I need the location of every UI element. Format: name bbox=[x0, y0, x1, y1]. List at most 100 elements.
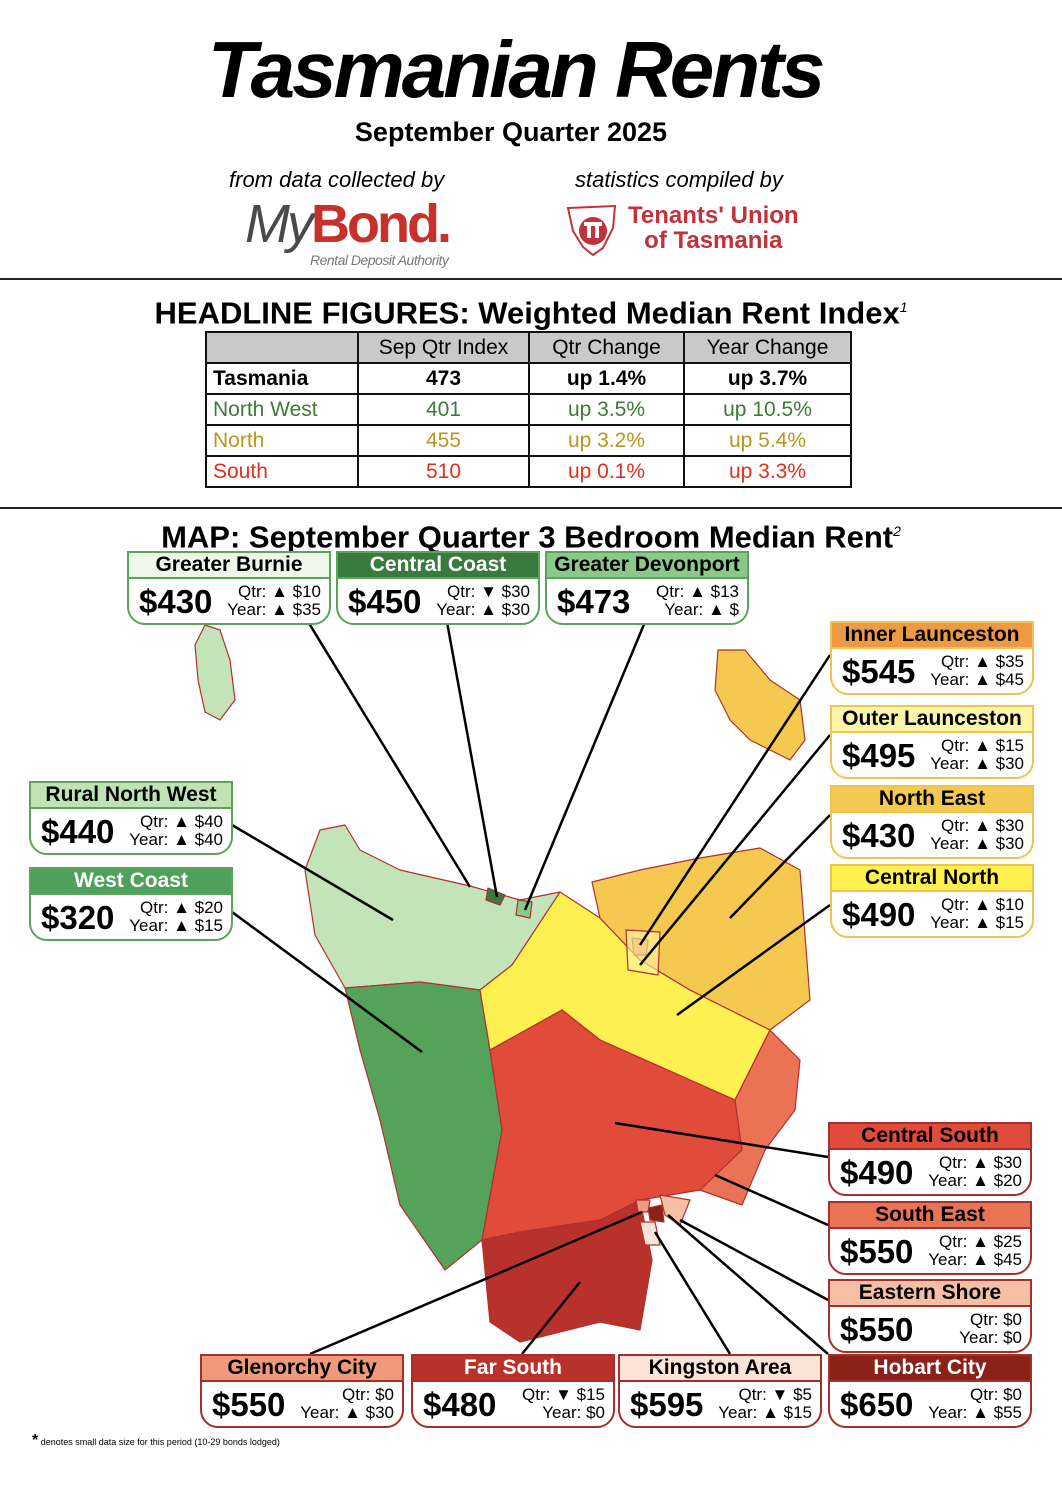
area-changes: Qtr: ▲ $10 Year: ▲ $35 bbox=[227, 583, 321, 619]
area-price: $430 bbox=[139, 583, 213, 620]
qtr-change: Qtr: ▲ $30 bbox=[941, 816, 1024, 835]
area-changes: Qtr: ▼ $15 Year: $0 bbox=[522, 1386, 605, 1422]
leader-line bbox=[653, 1231, 732, 1355]
qtr-change: Qtr: ▼ $5 bbox=[738, 1385, 812, 1404]
area-body: $480 Qtr: ▼ $15 Year: $0 bbox=[413, 1382, 613, 1426]
area-price: $480 bbox=[423, 1386, 497, 1423]
region-south-east bbox=[699, 1029, 801, 1206]
table-row: South 510 up 0.1% up 3.3% bbox=[205, 455, 852, 488]
area-body: $550 Qtr: $0 Year: $0 bbox=[830, 1307, 1030, 1351]
area-body: $495 Qtr: ▲ $15 Year: ▲ $30 bbox=[832, 733, 1032, 777]
area-name: Inner Launceston bbox=[832, 623, 1032, 649]
area-changes: Qtr: ▲ $35 Year: ▲ $45 bbox=[930, 653, 1024, 689]
leader-line bbox=[523, 621, 647, 911]
leader-line bbox=[667, 1214, 829, 1355]
cell-index: 510 bbox=[357, 455, 530, 488]
cell-region: North West bbox=[205, 393, 359, 426]
area-callout-central-coast: Central Coast $450 Qtr: ▼ $30 Year: ▲ $30 bbox=[336, 551, 540, 625]
area-price: $473 bbox=[557, 583, 631, 620]
year-change: Year: $0 bbox=[959, 1328, 1022, 1347]
area-price: $490 bbox=[842, 896, 916, 933]
cell-index: 455 bbox=[357, 424, 530, 457]
cell-qtr: up 1.4% bbox=[528, 362, 685, 395]
area-name: Eastern Shore bbox=[830, 1281, 1030, 1307]
area-callout-kingston-area: Kingston Area $595 Qtr: ▼ $5 Year: ▲ $15 bbox=[618, 1354, 822, 1428]
region-central-coast bbox=[485, 887, 506, 906]
area-callout-central-south: Central South $490 Qtr: ▲ $30 Year: ▲ $20 bbox=[828, 1122, 1032, 1196]
area-name: Central South bbox=[830, 1124, 1030, 1150]
area-body: $430 Qtr: ▲ $30 Year: ▲ $30 bbox=[832, 813, 1032, 857]
area-callout-greater-devonport: Greater Devonport $473 Qtr: ▲ $13 Year: ▲… bbox=[545, 551, 749, 625]
leader-line bbox=[729, 814, 831, 919]
area-body: $550 Qtr: ▲ $25 Year: ▲ $45 bbox=[830, 1229, 1030, 1273]
area-changes: Qtr: ▼ $5 Year: ▲ $15 bbox=[718, 1386, 812, 1422]
area-price: $440 bbox=[41, 813, 115, 850]
year-change: Year: ▲ $45 bbox=[928, 1250, 1022, 1269]
area-price: $450 bbox=[348, 583, 422, 620]
qtr-change: Qtr: ▲ $10 bbox=[941, 895, 1024, 914]
divider bbox=[0, 278, 1062, 280]
area-changes: Qtr: ▲ $30 Year: ▲ $30 bbox=[930, 817, 1024, 853]
region-kingston-area bbox=[639, 1221, 661, 1246]
area-name: Outer Launceston bbox=[832, 707, 1032, 733]
area-changes: Qtr: ▲ $15 Year: ▲ $30 bbox=[930, 737, 1024, 773]
table-row: Tasmania 473 up 1.4% up 3.7% bbox=[205, 362, 852, 395]
area-price: $550 bbox=[212, 1386, 286, 1423]
area-body: $450 Qtr: ▼ $30 Year: ▲ $30 bbox=[338, 579, 538, 623]
leader-line bbox=[309, 1210, 643, 1356]
area-callout-glenorchy-city: Glenorchy City $550 Qtr: $0 Year: ▲ $30 bbox=[200, 1354, 404, 1428]
area-callout-rural-north-west: Rural North West $440 Qtr: ▲ $40 Year: ▲ … bbox=[29, 781, 233, 855]
page-subtitle: September Quarter 2025 bbox=[354, 117, 668, 147]
area-price: $490 bbox=[840, 1154, 914, 1191]
qtr-change: Qtr: ▲ $13 bbox=[656, 582, 739, 601]
area-callout-hobart-city: Hobart City $650 Qtr: $0 Year: ▲ $55 bbox=[828, 1354, 1032, 1428]
area-changes: Qtr: ▼ $30 Year: ▲ $30 bbox=[436, 583, 530, 619]
year-change: Year: ▲ $40 bbox=[129, 830, 223, 849]
area-body: $650 Qtr: $0 Year: ▲ $55 bbox=[830, 1382, 1030, 1426]
year-change: Year: ▲ $20 bbox=[928, 1171, 1022, 1190]
cell-year: up 10.5% bbox=[683, 393, 852, 426]
map-footnote-mark: 2 bbox=[893, 523, 901, 539]
tu-line1: Tenants' Union bbox=[628, 202, 799, 229]
qtr-change: Qtr: ▼ $15 bbox=[522, 1385, 605, 1404]
region-west-coast bbox=[344, 981, 503, 1271]
area-name: Central Coast bbox=[338, 553, 538, 579]
cell-qtr: up 0.1% bbox=[528, 455, 685, 488]
year-change: Year: ▲ $55 bbox=[928, 1403, 1022, 1422]
area-price: $320 bbox=[41, 899, 115, 936]
area-callout-west-coast: West Coast $320 Qtr: ▲ $20 Year: ▲ $15 bbox=[29, 867, 233, 941]
map-title: MAP: September Quarter 3 Bedroom Median … bbox=[0, 513, 1062, 555]
area-body: $473 Qtr: ▲ $13 Year: ▲ $ bbox=[547, 579, 747, 623]
qtr-change: Qtr: ▲ $15 bbox=[941, 736, 1024, 755]
headline-footnote-mark: 1 bbox=[899, 299, 908, 315]
area-price: $650 bbox=[840, 1386, 914, 1423]
region-glenorchy-city bbox=[635, 1199, 651, 1213]
area-callout-south-east: South East $550 Qtr: ▲ $25 Year: ▲ $45 bbox=[828, 1201, 1032, 1275]
cell-region: South bbox=[205, 455, 359, 488]
table-row: North 455 up 3.2% up 5.4% bbox=[205, 424, 852, 457]
leader-line bbox=[676, 903, 831, 1017]
leader-line bbox=[639, 734, 831, 966]
page-title: Tasmanian Rents bbox=[207, 25, 825, 114]
table-row: North West 401 up 3.5% up 10.5% bbox=[205, 393, 852, 426]
qtr-change: Qtr: $0 bbox=[970, 1310, 1022, 1329]
col-header-qtr: Qtr Change bbox=[528, 331, 685, 364]
cell-qtr: up 3.5% bbox=[528, 393, 685, 426]
cell-index: 401 bbox=[357, 393, 530, 426]
mybond-logo-bond: Bond. bbox=[310, 194, 452, 254]
area-name: South East bbox=[830, 1203, 1030, 1229]
cell-year: up 3.7% bbox=[683, 362, 852, 395]
area-body: $490 Qtr: ▲ $30 Year: ▲ $20 bbox=[830, 1150, 1030, 1194]
cell-year: up 5.4% bbox=[683, 424, 852, 457]
credit-right: statistics compiled by bbox=[575, 167, 783, 192]
leader-line bbox=[638, 654, 832, 946]
leader-line bbox=[679, 1218, 829, 1302]
area-callout-far-south: Far South $480 Qtr: ▼ $15 Year: $0 bbox=[411, 1354, 615, 1428]
region-far-south bbox=[481, 1199, 653, 1343]
area-body: $430 Qtr: ▲ $10 Year: ▲ $35 bbox=[129, 579, 329, 623]
leader-line bbox=[614, 1121, 829, 1159]
cell-qtr: up 3.2% bbox=[528, 424, 685, 457]
area-body: $490 Qtr: ▲ $10 Year: ▲ $15 bbox=[832, 892, 1032, 936]
mybond-logo-my: My bbox=[245, 194, 314, 254]
area-changes: Qtr: ▲ $13 Year: ▲ $ bbox=[656, 583, 739, 619]
